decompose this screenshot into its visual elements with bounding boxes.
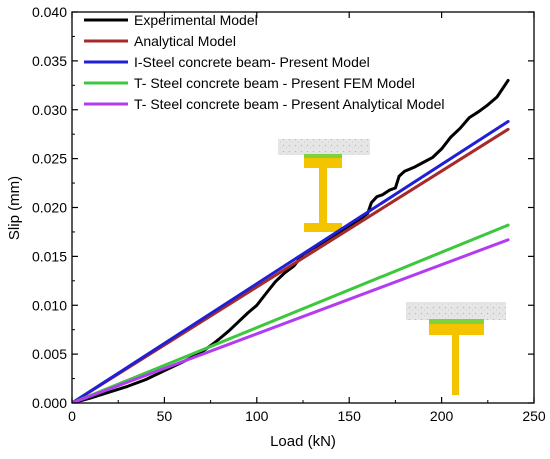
legend-label-4: T- Steel concrete beam - Present FEM Mod… xyxy=(134,75,415,91)
legend-label-3: I-Steel concrete beam- Present Model xyxy=(134,54,370,70)
i-beam-web xyxy=(319,168,327,223)
x-axis-title: Load (kN) xyxy=(270,433,336,450)
legend-label-2: Analytical Model xyxy=(134,33,236,49)
i-beam-bottom-flange xyxy=(304,223,342,232)
t-beam-web xyxy=(452,335,459,395)
x-tick-label: 150 xyxy=(338,408,362,424)
t-beam-concrete-slab xyxy=(406,302,506,320)
x-tick-label: 200 xyxy=(430,408,454,424)
x-tick-label: 100 xyxy=(245,408,269,424)
series-line-3 xyxy=(72,120,510,403)
y-tick-label: 0.015 xyxy=(32,248,67,264)
plot-frame xyxy=(71,11,535,404)
t-beam-flange xyxy=(429,324,484,335)
y-tick-label: 0.040 xyxy=(32,4,67,20)
series-layer xyxy=(72,78,510,403)
t-beam-illustration xyxy=(406,302,506,395)
i-beam-concrete-slab xyxy=(278,139,370,155)
i-beam-shear-connector xyxy=(304,154,342,158)
i-beam-top-flange xyxy=(304,158,342,168)
axes-layer: 0 50 100 150 200 250 0.000 0.005 0.010 0.015 0.020… xyxy=(32,4,546,424)
x-tick-label: 50 xyxy=(157,408,173,424)
y-tick-label: 0.000 xyxy=(32,395,67,411)
series-line-1 xyxy=(72,78,510,403)
series-line-4 xyxy=(72,223,510,403)
y-tick-label: 0.025 xyxy=(32,151,67,167)
legend-label-1: Experimental Model xyxy=(134,12,258,28)
x-tick-label: 250 xyxy=(522,408,546,424)
y-tick-label: 0.030 xyxy=(32,102,67,118)
y-tick-label: 0.035 xyxy=(32,53,67,69)
x-tick-label: 0 xyxy=(68,408,76,424)
i-beam-illustration xyxy=(278,139,370,232)
y-tick-label: 0.010 xyxy=(32,297,67,313)
legend-label-5: T- Steel concrete beam - Present Analyti… xyxy=(134,96,444,112)
y-tick-label: 0.005 xyxy=(32,346,67,362)
legend: Experimental Model Analytical Model I-Stee… xyxy=(84,12,444,112)
series-line-5 xyxy=(72,238,510,403)
y-axis-title: Slip (mm) xyxy=(6,176,23,240)
y-tick-label: 0.020 xyxy=(32,200,67,216)
t-beam-shear-connector xyxy=(429,319,484,324)
